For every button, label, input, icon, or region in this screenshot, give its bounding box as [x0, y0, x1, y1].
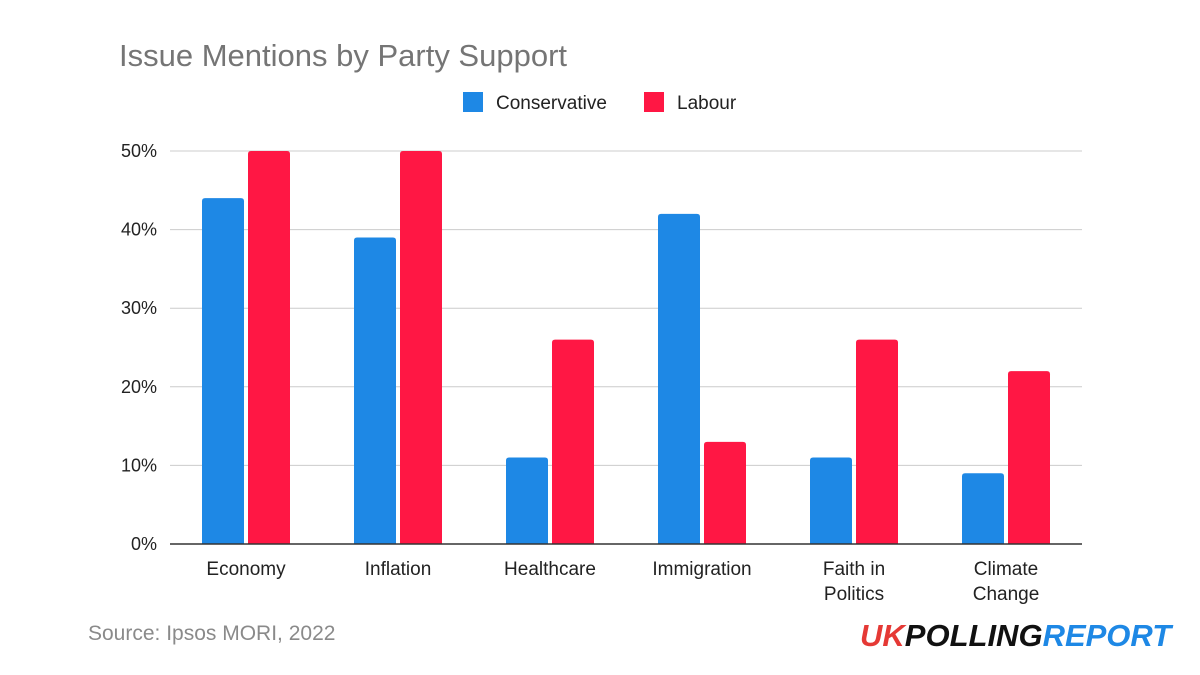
bar-labour-faith-in-politics — [856, 339, 898, 544]
bar-labour-economy — [248, 151, 290, 544]
x-tick-label: Change — [973, 584, 1040, 605]
bar-labour-inflation — [400, 151, 442, 544]
x-tick-label: Climate — [974, 559, 1038, 580]
x-tick-label: Inflation — [365, 559, 432, 580]
legend-swatch-labour — [644, 92, 664, 112]
brand-logo-uk: UK — [860, 618, 907, 653]
y-axis-ticks: 0% 10% 20% 30% 40% 50% — [121, 141, 157, 554]
y-tick-label: 40% — [121, 220, 157, 240]
x-axis-labels: Economy Inflation Healthcare Immigration Fai… — [206, 559, 1039, 605]
bar-conservative-climate-change — [962, 473, 1004, 544]
bar-conservative-inflation — [354, 237, 396, 544]
legend-label-labour: Labour — [677, 93, 737, 114]
brand-logo-report: REPORT — [1043, 618, 1175, 653]
x-tick-label: Healthcare — [504, 559, 596, 580]
bar-conservative-faith-in-politics — [810, 457, 852, 544]
chart-title: Issue Mentions by Party Support — [119, 38, 567, 73]
brand-logo-polling: POLLING — [905, 618, 1043, 653]
legend-label-conservative: Conservative — [496, 93, 607, 114]
y-tick-label: 20% — [121, 377, 157, 397]
bar-conservative-healthcare — [506, 457, 548, 544]
legend: Conservative Labour — [463, 92, 737, 114]
brand-logo: UKPOLLINGREPORT — [860, 618, 1174, 653]
y-tick-label: 10% — [121, 455, 157, 475]
y-tick-label: 0% — [131, 534, 157, 554]
bar-labour-climate-change — [1008, 371, 1050, 544]
x-tick-label: Immigration — [652, 559, 751, 580]
bar-conservative-economy — [202, 198, 244, 544]
bar-conservative-immigration — [658, 213, 700, 544]
x-tick-label: Faith in — [823, 559, 885, 580]
legend-swatch-conservative — [463, 92, 483, 112]
bar-labour-healthcare — [552, 339, 594, 544]
source-note: Source: Ipsos MORI, 2022 — [88, 622, 335, 645]
x-tick-label: Economy — [206, 559, 286, 580]
bars — [202, 151, 1050, 544]
bar-labour-immigration — [704, 441, 746, 544]
x-tick-label: Politics — [824, 584, 884, 605]
gridlines — [170, 150, 1082, 466]
y-tick-label: 50% — [121, 141, 157, 161]
y-tick-label: 30% — [121, 298, 157, 318]
